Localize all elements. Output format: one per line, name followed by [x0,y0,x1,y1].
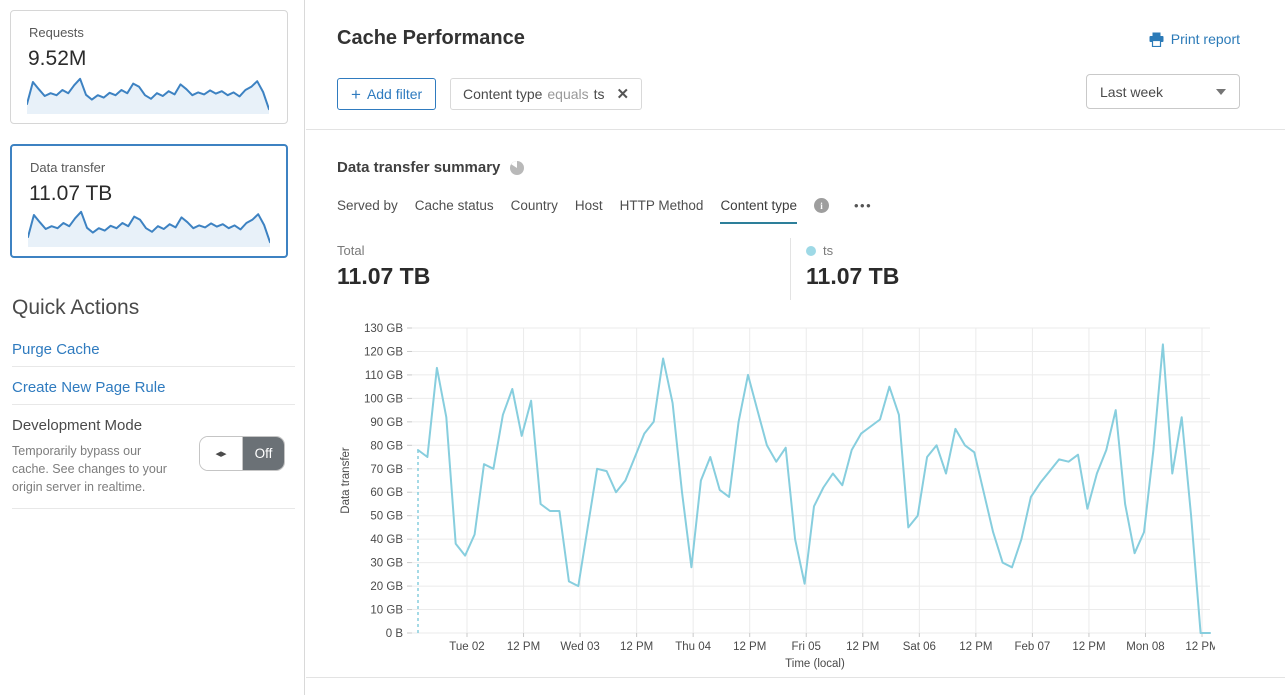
data-transfer-label: Data transfer [30,160,106,175]
svg-text:Thu 04: Thu 04 [675,641,711,653]
more-options-icon[interactable]: ••• [854,198,873,213]
purge-cache-link[interactable]: Purge Cache [12,341,100,358]
summary-tabs: Served by Cache status Country Host HTTP… [337,198,872,224]
tab-content-type[interactable]: Content type [720,198,797,224]
series-legend-value: 11.07 TB [806,263,900,289]
divider [12,366,295,367]
analytics-sidebar: Requests 9.52M Data transfer 11.07 TB Qu… [0,0,305,695]
svg-text:40 GB: 40 GB [370,534,403,546]
filter-chip-operator: equals [547,86,589,102]
tab-host[interactable]: Host [574,198,603,213]
tab-country[interactable]: Country [510,198,558,213]
create-page-rule-link[interactable]: Create New Page Rule [12,379,166,396]
svg-text:12 PM: 12 PM [733,641,766,653]
close-icon[interactable]: ✕ [616,85,630,103]
filter-chip-content-type: Content type equals ts ✕ [450,78,643,110]
stats-divider [790,238,791,300]
development-mode-title: Development Mode [12,417,143,434]
data-transfer-sparkline-chart [28,210,270,247]
svg-text:90 GB: 90 GB [370,417,403,429]
data-transfer-line-chart: 0 B 10 GB 20 GB 30 GB 40 GB 50 GB 60 GB 70 GB 80… [340,323,1215,670]
svg-text:Mon 08: Mon 08 [1126,641,1164,653]
svg-text:Tue 02: Tue 02 [449,641,484,653]
svg-text:Time (local): Time (local) [785,658,845,670]
plus-icon: + [351,84,361,104]
filter-chip-value: ts [593,86,605,102]
svg-text:120 GB: 120 GB [364,346,403,358]
requests-value: 9.52M [28,47,87,70]
requests-label: Requests [29,25,84,40]
requests-metric-card[interactable]: Requests 9.52M [10,10,288,124]
toggle-off-label: Off [243,437,284,470]
tab-cache-status[interactable]: Cache status [414,198,494,213]
summary-heading-row: Data transfer summary [337,159,525,176]
time-range-select[interactable]: Last week [1086,74,1240,109]
svg-text:12 PM: 12 PM [1072,641,1105,653]
svg-text:12 PM: 12 PM [620,641,653,653]
bottom-divider [306,677,1285,678]
development-mode-description: Temporarily bypass our cache. See change… [12,444,167,494]
total-value: 11.07 TB [337,263,431,289]
page-title: Cache Performance [337,27,525,49]
svg-text:12 PM: 12 PM [846,641,879,653]
summary-heading: Data transfer summary [337,159,501,176]
svg-text:12 PM: 12 PM [959,641,992,653]
svg-text:10 GB: 10 GB [370,605,403,617]
filter-chip-field: Content type [463,86,543,102]
svg-text:Data transfer: Data transfer [340,447,352,514]
series-legend-dot [806,246,816,256]
svg-text:70 GB: 70 GB [370,464,403,476]
svg-text:Wed 03: Wed 03 [560,641,599,653]
divider [12,404,295,405]
time-range-value: Last week [1100,83,1164,100]
svg-text:12 PM: 12 PM [507,641,540,653]
tab-served-by[interactable]: Served by [337,198,398,213]
toggle-arrows-icon: ◂▸ [200,437,243,470]
development-mode-toggle[interactable]: ◂▸ Off [199,436,285,471]
print-report-button[interactable]: Print report [1149,31,1240,47]
info-icon[interactable]: i [814,198,829,213]
svg-text:130 GB: 130 GB [364,323,403,335]
data-transfer-value: 11.07 TB [29,182,113,205]
svg-text:60 GB: 60 GB [370,487,403,499]
total-label: Total [337,243,365,258]
svg-text:20 GB: 20 GB [370,581,403,593]
svg-text:110 GB: 110 GB [365,370,403,382]
svg-text:Fri 05: Fri 05 [792,641,821,653]
add-filter-button[interactable]: + Add filter [337,78,437,110]
svg-text:30 GB: 30 GB [370,558,403,570]
tab-http-method[interactable]: HTTP Method [619,198,704,213]
svg-text:Feb 07: Feb 07 [1014,641,1050,653]
svg-text:100 GB: 100 GB [364,393,403,405]
requests-sparkline-chart [27,77,269,114]
svg-text:50 GB: 50 GB [370,511,403,523]
printer-icon [1149,32,1164,47]
svg-text:Sat 06: Sat 06 [903,641,936,653]
data-transfer-metric-card[interactable]: Data transfer 11.07 TB [10,144,288,258]
series-legend-name: ts [823,243,834,258]
chevron-down-icon [1216,88,1226,95]
header-divider [306,129,1285,130]
quick-actions-heading: Quick Actions [12,296,140,319]
add-filter-label: Add filter [366,86,423,102]
svg-text:0 B: 0 B [386,628,404,640]
svg-text:12 PM: 12 PM [1185,641,1215,653]
svg-text:80 GB: 80 GB [370,440,403,452]
pie-timer-icon [510,160,525,175]
print-report-label: Print report [1170,31,1240,47]
divider [12,508,295,509]
